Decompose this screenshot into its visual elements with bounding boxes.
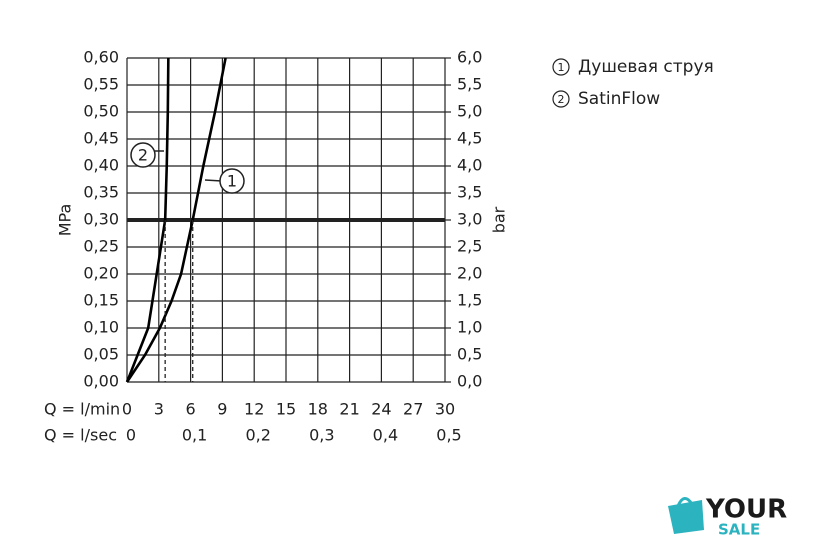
x-tick-label: 21: [339, 400, 359, 419]
y2-tick-label: 0,5: [457, 345, 482, 364]
legend-number: 2: [558, 93, 565, 106]
y-tick-label: 0,10: [83, 318, 119, 337]
x-tick-label: 30: [435, 400, 455, 419]
x-tick-label: 12: [244, 400, 264, 419]
x-tick-label: 6: [186, 400, 196, 419]
x-axis-label: Q = l/min: [44, 400, 120, 419]
y2-axis-label: bar: [490, 206, 509, 233]
y-tick-label: 0,35: [83, 183, 119, 202]
y2-tick-label: 4,5: [457, 129, 482, 148]
y2-tick-label: 4,0: [457, 156, 482, 175]
logo-text: SALE: [718, 521, 760, 539]
x2-axis-label: Q = l/sec: [44, 426, 117, 445]
y2-tick-label: 2,5: [457, 237, 482, 256]
x-tick-label: 24: [371, 400, 391, 419]
y-tick-label: 0,20: [83, 264, 119, 283]
y-tick-label: 0,55: [83, 75, 119, 94]
y-tick-label: 0,50: [83, 102, 119, 121]
x-tick-label: 9: [217, 400, 227, 419]
y-axis-label: MPa: [56, 204, 75, 237]
curve-label-leader: [204, 179, 223, 182]
y-tick-label: 0,05: [83, 345, 119, 364]
y2-tick-label: 0,0: [457, 372, 482, 391]
logo-icon-handle: [676, 497, 694, 507]
legend-number: 1: [558, 61, 565, 74]
curve-label: 1: [227, 172, 237, 191]
x2-tick-label: 0: [126, 426, 136, 445]
y2-tick-label: 2,0: [457, 264, 482, 283]
curve-label-circle: [130, 142, 156, 168]
curve: [125, 57, 170, 383]
y-tick-label: 0,00: [83, 372, 119, 391]
y2-tick-label: 1,0: [457, 318, 482, 337]
y-tick-label: 0,15: [83, 291, 119, 310]
legend-label: SatinFlow: [578, 89, 660, 109]
legend-circle: [552, 90, 570, 108]
y2-tick-label: 5,5: [457, 75, 482, 94]
y2-tick-label: 3,0: [457, 210, 482, 229]
y-tick-label: 0,40: [83, 156, 119, 175]
y2-tick-label: 3,5: [457, 183, 482, 202]
y2-tick-label: 1,5: [457, 291, 482, 310]
legend-circle: [552, 58, 570, 76]
y-tick-label: 0,25: [83, 237, 119, 256]
x2-tick-label: 0,5: [436, 426, 461, 445]
x2-tick-label: 0,1: [182, 426, 207, 445]
x2-tick-label: 0,2: [245, 426, 270, 445]
legend-label: Душевая струя: [578, 57, 714, 77]
x-tick-label: 0: [122, 400, 132, 419]
y-tick-label: 0,30: [83, 210, 119, 229]
x-tick-label: 15: [276, 400, 296, 419]
x-tick-label: 3: [154, 400, 164, 419]
curve: [125, 57, 227, 383]
x-tick-label: 18: [308, 400, 328, 419]
y-tick-label: 0,45: [83, 129, 119, 148]
y2-tick-label: 6,0: [457, 48, 482, 67]
x2-tick-label: 0,3: [309, 426, 334, 445]
curve-label-circle: [219, 168, 245, 194]
x-tick-label: 27: [403, 400, 423, 419]
y2-tick-label: 5,0: [457, 102, 482, 121]
y-tick-label: 0,60: [83, 48, 119, 67]
curve-label: 2: [138, 146, 148, 165]
logo: YOUR SALE: [668, 495, 787, 539]
logo-text: YOUR: [705, 495, 787, 525]
logo-icon: [668, 500, 704, 534]
x2-tick-label: 0,4: [373, 426, 398, 445]
